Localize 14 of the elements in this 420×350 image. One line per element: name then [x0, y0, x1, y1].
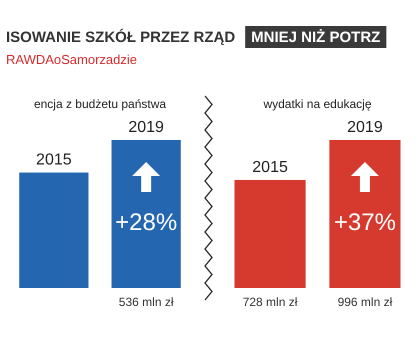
chart-subtitle: RAWDAoSamorzadzie — [6, 52, 138, 67]
x-tick-label: 2019 — [347, 119, 383, 136]
chart-title: MNIEJ NIŻ POTRZ — [251, 29, 380, 46]
text: 996 mln zł — [338, 295, 392, 309]
annotation: +37% — [334, 209, 396, 236]
text: encja z budżetu państwa — [34, 97, 166, 111]
text: 536 mln zł — [118, 295, 174, 309]
chart-title: ISOWANIE SZKÓŁ PRZEZ RZĄD — [6, 28, 236, 46]
text: wydatki na edukację — [262, 97, 372, 111]
text: 728 mln zł — [242, 295, 298, 309]
x-tick-label: 2019 — [128, 119, 164, 136]
x-tick-label: 2015 — [252, 158, 288, 176]
x-tick-label: 2015 — [36, 152, 72, 169]
annotation: +28% — [115, 209, 178, 236]
